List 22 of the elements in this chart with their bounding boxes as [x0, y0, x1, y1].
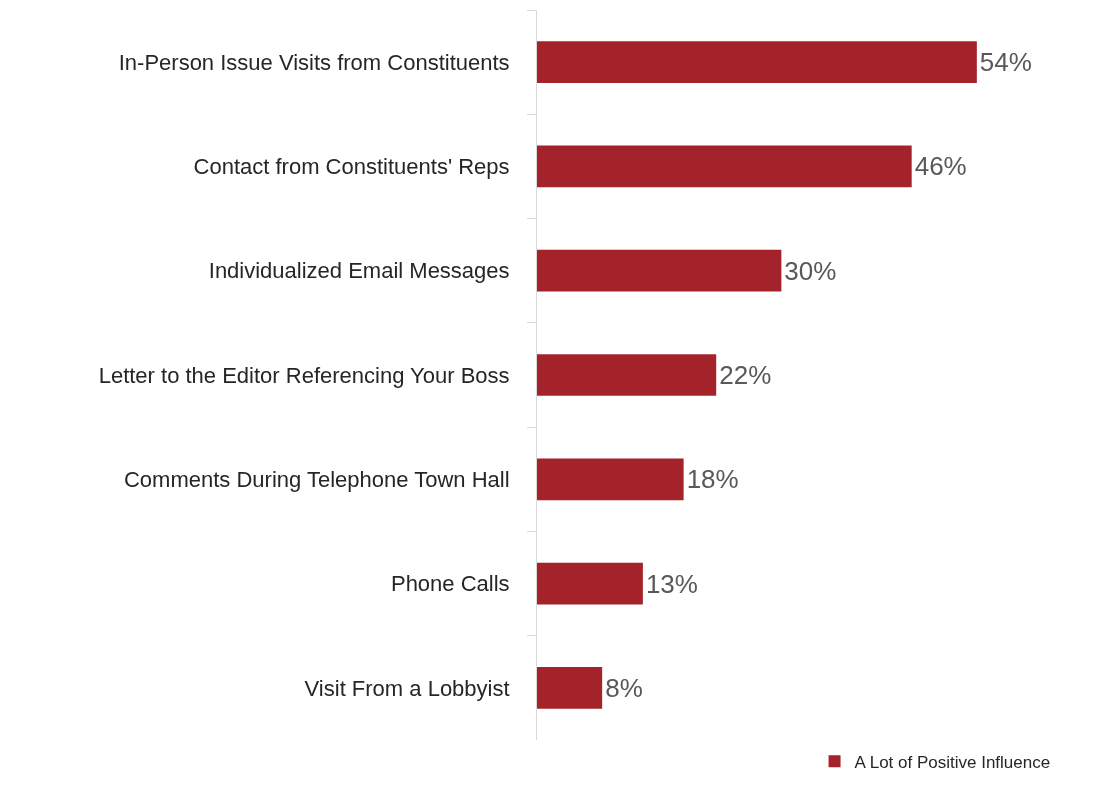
bar	[537, 249, 782, 292]
data-label: 54%	[979, 47, 1032, 78]
data-label: 18%	[686, 464, 739, 495]
y-tick-label: Phone Calls	[390, 571, 510, 597]
data-label: 22%	[719, 360, 772, 390]
y-tick-label: In-Person Issue Visits from Constituents	[118, 49, 510, 75]
data-label: 13%	[645, 568, 698, 599]
bar	[537, 41, 977, 83]
y-tick-label: Contact from Constituents' Reps	[193, 154, 510, 180]
data-label: 46%	[914, 151, 967, 182]
bar	[537, 458, 684, 501]
y-tick-label: Visit From a Lobbyist	[304, 675, 510, 701]
bar	[537, 667, 603, 709]
y-tick-label: Letter to the Editor Referencing Your Boss	[98, 362, 510, 388]
data-label: 8%	[605, 672, 643, 703]
bar	[537, 562, 643, 605]
bar	[537, 145, 912, 188]
bar	[537, 354, 717, 396]
y-tick-label: Comments During Telephone Town Hall	[123, 466, 510, 492]
y-tick-label: Individualized Email Messages	[208, 258, 510, 284]
legend-label: A Lot of Positive Influence	[854, 752, 1051, 772]
data-label: 30%	[784, 255, 837, 286]
